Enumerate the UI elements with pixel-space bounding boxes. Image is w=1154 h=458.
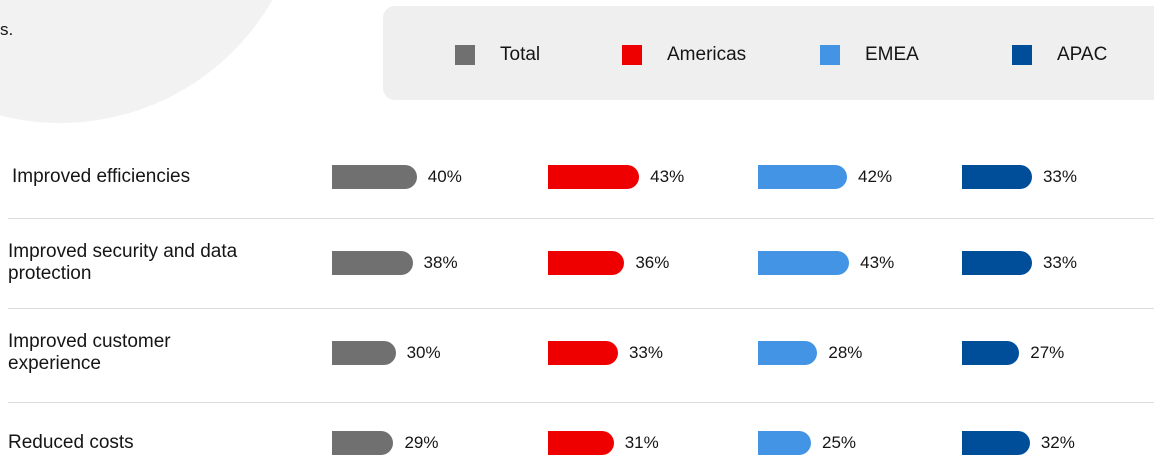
legend-swatch — [820, 45, 840, 65]
value-label: 30% — [406, 343, 441, 362]
annotation: s. — [0, 20, 14, 39]
bar — [332, 165, 417, 189]
value-label: 36% — [635, 253, 670, 272]
legend-swatch — [455, 45, 475, 65]
value-label: 27% — [1030, 343, 1065, 362]
legend-label: EMEA — [865, 44, 919, 65]
legend-label: APAC — [1057, 44, 1108, 65]
bar — [758, 251, 850, 275]
bar — [962, 165, 1032, 189]
value-label: 33% — [1042, 253, 1077, 272]
legend-label: Total — [500, 44, 541, 65]
category-label: Reduced costs — [8, 432, 134, 453]
row-separator — [8, 308, 1154, 309]
bar — [548, 251, 625, 275]
category-label: Improved efficiencies — [12, 166, 191, 187]
value-label: 29% — [404, 433, 439, 452]
value-label: 28% — [828, 343, 863, 362]
category-label: Improved customer experience — [8, 331, 171, 374]
row-separator — [8, 218, 1154, 219]
bar — [962, 431, 1030, 455]
bar — [332, 431, 394, 455]
bar — [758, 165, 848, 189]
legend — [383, 6, 1154, 100]
bar — [332, 341, 396, 365]
value-label: 33% — [628, 343, 663, 362]
value-label: 33% — [1042, 167, 1077, 186]
bar — [758, 431, 811, 455]
legend-swatch — [1012, 45, 1032, 65]
value-label: 25% — [822, 433, 857, 452]
category-label: Improved security and data protection — [8, 241, 238, 284]
bar — [548, 341, 618, 365]
bar — [332, 251, 413, 275]
bar — [548, 165, 640, 189]
value-label: 31% — [624, 433, 659, 452]
bar — [962, 251, 1032, 275]
legend-label: Americas — [667, 44, 747, 65]
background-circle — [0, 0, 305, 123]
value-label: 32% — [1040, 433, 1075, 452]
bar — [758, 341, 818, 365]
legend-swatch — [622, 45, 642, 65]
value-label: 38% — [423, 253, 458, 272]
value-label: 42% — [858, 167, 893, 186]
value-label: 40% — [427, 167, 462, 186]
value-label: 43% — [650, 167, 685, 186]
value-label: 43% — [860, 253, 895, 272]
row-separator — [8, 402, 1154, 403]
bar — [548, 431, 614, 455]
bar — [962, 341, 1020, 365]
